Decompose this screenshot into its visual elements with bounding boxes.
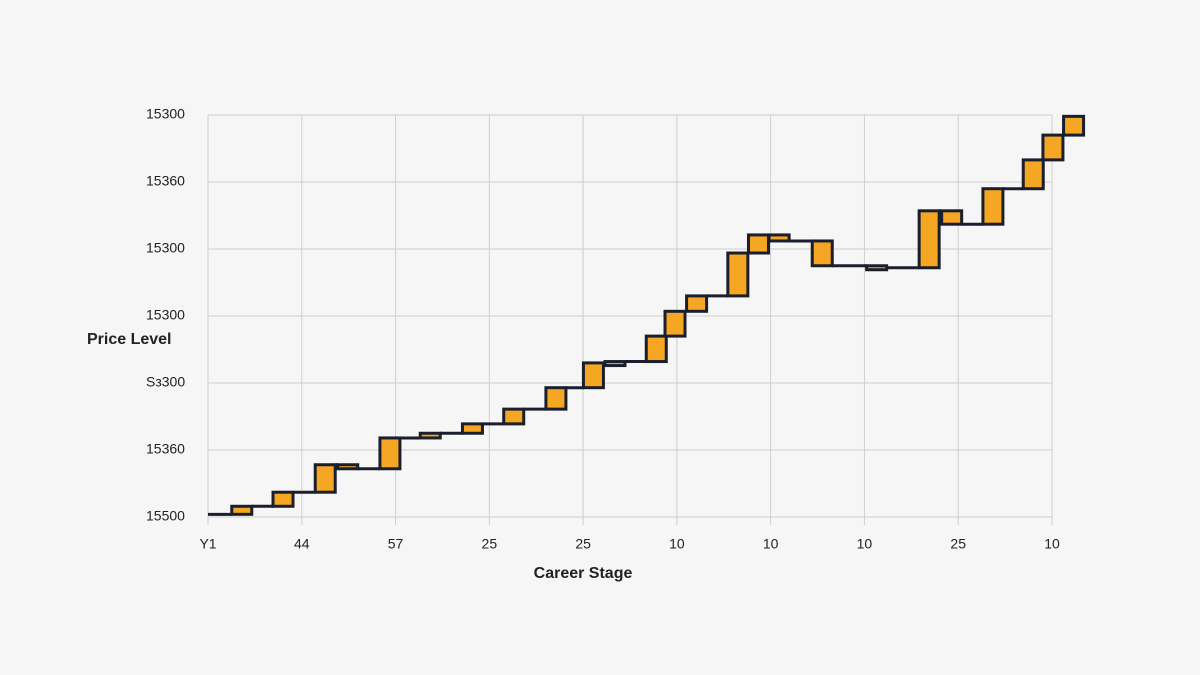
step-box: [1041, 133, 1065, 162]
step-box: [418, 431, 442, 440]
x-tick-label: 25: [482, 536, 498, 552]
step-box: [502, 407, 526, 426]
y-tick-label: 15300: [146, 106, 185, 122]
step-box: [917, 209, 941, 270]
y-tick-label: Sз300: [146, 374, 185, 390]
step-box: [663, 309, 687, 338]
x-tick-label: Y1: [199, 536, 216, 552]
y-tick-label: 15300: [146, 307, 185, 323]
step-box: [1062, 114, 1086, 137]
step-box: [767, 233, 791, 243]
y-tick-label: 15360: [146, 441, 185, 457]
y-tick-label: 15300: [146, 240, 185, 256]
step-box: [581, 361, 605, 390]
step-box: [378, 436, 402, 471]
step-box: [726, 251, 750, 298]
y-tick-label: 15500: [146, 508, 185, 524]
step-box: [460, 422, 484, 435]
x-tick-label: 57: [388, 536, 404, 552]
step-box: [230, 504, 254, 516]
x-axis-title: Career Stage: [534, 565, 633, 582]
x-tick-label: 25: [575, 536, 591, 552]
step-box: [940, 209, 964, 226]
step-box: [865, 264, 889, 272]
x-tick-label: 10: [857, 536, 873, 552]
step-box: [271, 490, 295, 508]
step-box: [810, 239, 834, 268]
step-box: [313, 463, 337, 494]
step-box: [603, 360, 627, 368]
x-tick-label: 10: [1044, 536, 1060, 552]
y-axis-title: Price Level: [87, 331, 172, 348]
x-tick-label: 44: [294, 536, 310, 552]
x-tick-label: 10: [763, 536, 779, 552]
x-tick-label: 10: [669, 536, 685, 552]
step-box: [746, 233, 770, 255]
step-box: [644, 334, 668, 364]
step-box: [685, 294, 709, 313]
step-box: [336, 463, 360, 471]
y-tick-label: 15360: [146, 173, 185, 189]
step-box: [981, 187, 1005, 226]
step-box: [544, 386, 568, 411]
step-box: [1021, 158, 1045, 191]
x-tick-label: 25: [950, 536, 966, 552]
